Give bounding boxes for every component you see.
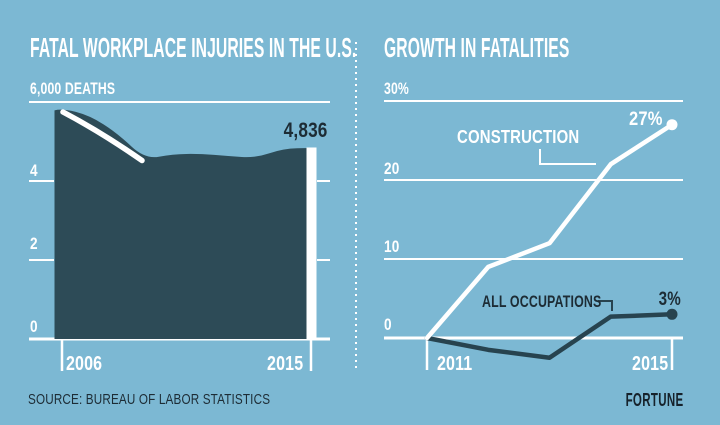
construction-series-label: CONSTRUCTION [457, 127, 580, 147]
right-y-tick-0: 0 [384, 315, 392, 334]
left-x-tick-2015: 2015 [266, 353, 303, 375]
brand-logo: FORTUNE [625, 390, 683, 410]
panel-divider [355, 42, 357, 372]
construction-end-value: 27% [629, 109, 663, 130]
right-y-tick-10: 10 [384, 237, 400, 256]
right-y-tick-20: 20 [384, 159, 400, 178]
all-occupations-end-value: 3% [658, 289, 681, 310]
end-value-label: 4,836 [284, 119, 328, 142]
left-chart-title: FATAL WORKPLACE INJURIES IN THE U.S. [30, 32, 357, 63]
right-chart-title: GROWTH IN FATALITIES [384, 32, 570, 63]
all-occupations-series-label: ALL OCCUPATIONS [482, 292, 602, 311]
left-x-tick-2006: 2006 [66, 353, 103, 375]
left-y-tick-0: 0 [30, 317, 38, 336]
source-credit: SOURCE: BUREAU OF LABOR STATISTICS [28, 391, 271, 408]
left-y-tick-4000: 4 [30, 161, 38, 180]
right-x-tick-2011: 2011 [437, 353, 473, 375]
left-axis-max-label: 6,000 DEATHS [30, 79, 116, 98]
right-axis-max-label: 30% [384, 79, 409, 98]
left-y-tick-2000: 2 [30, 234, 38, 253]
right-x-tick-2015: 2015 [631, 353, 668, 375]
